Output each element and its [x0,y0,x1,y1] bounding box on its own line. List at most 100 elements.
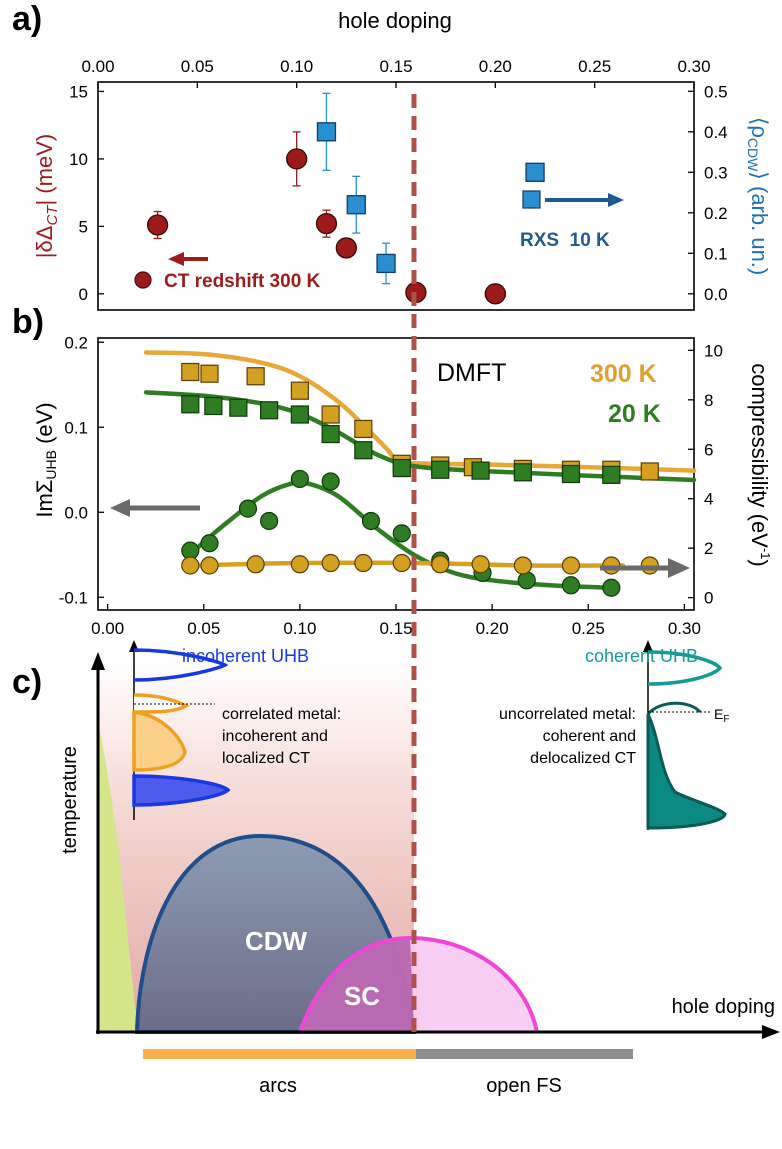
b-series-3-point-5 [354,553,373,573]
b-series-1-point-4 [290,405,309,424]
b-series-3-point-4 [321,553,340,573]
panel-c-label: c) [12,663,42,701]
panel-a-label: a) [12,0,42,38]
b-right-axis-title-sup: -1 [758,548,773,560]
b-dmft-annotation: DMFT [437,359,506,387]
b-series-3-point-11 [602,556,621,575]
b-left-axis-title-end: (eV) [32,402,57,450]
b-series-1-point-7 [392,458,411,478]
b-series-0-fit-line [143,350,697,473]
b-series-2-point-6 [361,511,381,531]
b-xtick-label-2: 0.10 [283,619,316,638]
b-series-2-point-7 [392,524,411,543]
b-series-2-fit-line [191,480,614,590]
b-series-3-point-9 [513,556,532,575]
coherent-spectrum-inset [643,640,727,830]
a-left-axis-title-main: |δΔ [32,225,57,258]
b-ytick-right-label-4: 8 [704,391,713,410]
a-ytick-left-label-2: 10 [69,150,88,169]
b-ytick-left-label-0: -0.1 [59,588,88,607]
right-text-line-2: coherent and [543,728,636,745]
a-ytick-left-label-1: 5 [79,217,88,236]
b-series-2-point-2 [238,499,258,518]
a-right-axis-title: ⟨ρCDW⟩ (arb. un.) [745,117,772,276]
b-ytick-right-label-2: 4 [704,490,713,509]
open-fs-bar [416,1049,633,1059]
a-ytick-right-label-3: 0.3 [704,163,728,182]
b-xtick-label-3: 0.15 [379,619,412,638]
a-left-axis-title-sub: CT [44,204,61,226]
b-ytick-right-label-5: 10 [704,341,723,360]
b-series-1-point-5 [321,424,340,444]
svg-text:compressibility (eV-1): compressibility (eV-1) [747,363,773,567]
b-series-3-point-0 [181,556,200,575]
b-series-2-point-3 [260,511,279,531]
a-ytick-right-label-0: 0.0 [704,285,728,304]
b-series-3-point-6 [392,553,411,573]
a-legend-ct-label: CT redshift 300 K [164,271,321,292]
b-legend-300k: 300 K [590,360,657,388]
b-xtick-label-0: 0.00 [91,619,124,638]
b-series-2-point-12 [602,578,621,597]
b-series-0-point-1 [200,364,219,383]
a-legend-marker-ct [134,271,152,289]
a-right-axis-title-sub: CDW [745,138,761,172]
b-xtick-label-1: 0.05 [187,619,220,638]
b-series-0-point-12 [640,462,659,481]
a-xtick-label-3: 0.15 [379,57,412,76]
a-xtick-label-0: 0.00 [81,57,114,76]
left-text-line-2: incoherent and [222,728,328,745]
a-series-1-point-1 [346,195,366,215]
b-legend-20k: 20 K [608,400,661,428]
c-x-axis-arrowhead [762,1025,780,1039]
afm-region [98,722,138,1032]
b-ytick-right-label-0: 0 [704,589,713,608]
b-xtick-label-5: 0.25 [572,619,605,638]
b-right-axis-title-end: ) [747,559,772,566]
fermi-label: EF [714,706,729,725]
incoherent-uhb-title: incoherent UHB [182,646,309,666]
b-right-axis-title-main: compressibility (eV [747,363,772,548]
b-series-0-point-0 [181,362,200,382]
a-series-1-point-0 [316,122,337,142]
b-left-axis-title: ImΣUHB (eV) [32,402,59,517]
b-series-3-point-1 [200,556,219,575]
a-xtick-label-6: 0.30 [677,57,710,76]
right-text-line-3: delocalized CT [530,750,636,767]
panel-b-label: b) [12,303,44,341]
sc-dome-overlap [300,938,414,1032]
b-series-2-point-4 [290,469,309,489]
b-series-3-point-2 [246,555,265,574]
arcs-bar [143,1049,416,1059]
a-xtick-label-2: 0.10 [280,57,313,76]
b-right-axis-title: compressibility (eV-1) [747,363,773,567]
b-series-3-point-7 [431,555,450,574]
b-series-3-point-8 [471,555,490,574]
b-ytick-right-label-3: 6 [704,440,713,459]
fermi-label-sub: F [723,714,729,725]
a-series-1-point-3 [525,162,545,182]
b-xtick-label-4: 0.20 [476,619,509,638]
b-left-axis-title-sub: UHB [43,450,59,480]
a-xtick-label-4: 0.20 [479,57,512,76]
sc-label: SC [344,981,380,1011]
b-series-1-point-9 [471,461,490,480]
open-fs-label: open FS [486,1075,562,1097]
svg-text:ImΣUHB (eV): ImΣUHB (eV) [32,402,59,517]
a-ytick-right-label-2: 0.2 [704,204,728,223]
a-top-x-axis-title: hole doping [338,8,452,33]
b-series-0-point-4 [321,405,340,424]
a-ytick-right-label-1: 0.1 [704,244,728,263]
a-legend-rxs-label: RXS 10 K [520,230,610,251]
left-text-line-3: localized CT [222,750,310,767]
a-ytick-left-label-0: 0 [79,285,88,304]
b-series-1-point-8 [431,460,450,479]
panel-b-plot: 0.00 0.05 0.10 0.15 0.20 0.25 0.30-0.10.00.10.… [59,333,723,638]
b-series-3-point-3 [290,555,309,574]
b-series-0-point-2 [246,367,265,386]
a-xtick-label-5: 0.25 [578,57,611,76]
svg-text:|δΔCT| (meV): |δΔCT| (meV) [32,134,61,258]
svg-text:⟨ρCDW⟩ (arb. un.): ⟨ρCDW⟩ (arb. un.) [745,117,772,276]
c-y-axis-arrowhead [91,652,105,670]
